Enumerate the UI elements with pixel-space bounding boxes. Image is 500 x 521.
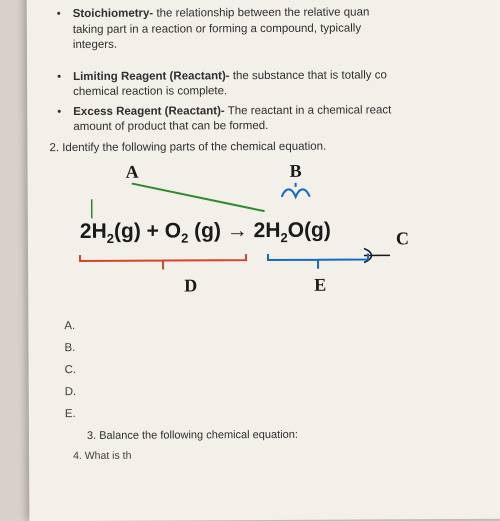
def-excess: • Excess Reagent (Reactant)- The reactan…	[57, 102, 497, 135]
stoich-line3: integers.	[73, 39, 117, 51]
equation-diagram: A B C D E 2H2(g) + O2 (g) → 2H2O(g)	[67, 158, 468, 310]
limiting-line2: chemical reaction is complete.	[73, 85, 227, 98]
stoich-line2: taking part in a reaction or forming a c…	[73, 22, 361, 36]
eq-p2: (g) + O	[114, 219, 181, 242]
limiting-text: the substance that is totally co	[230, 69, 387, 82]
term-limiting: Limiting Reagent (Reactant)-	[73, 70, 230, 83]
def-limiting: • Limiting Reagent (Reactant)- the subst…	[57, 67, 497, 100]
term-excess: Excess Reagent (Reactant)-	[73, 105, 225, 118]
bullet: •	[57, 105, 73, 136]
chemical-equation: 2H2(g) + O2 (g) → 2H2O(g)	[80, 218, 331, 246]
label-c: C	[396, 228, 409, 249]
excess-text: The reactant in a chemical react	[225, 104, 392, 117]
def-stoichiometry: • Stoichiometry- the relationship betwee…	[57, 5, 497, 54]
eq-p3: (g) → 2H	[188, 219, 280, 242]
answer-e: E.	[65, 405, 499, 419]
stoich-text: the relationship between the relative qu…	[153, 6, 369, 19]
bullet: •	[57, 70, 73, 101]
question-3: 3. Balance the following chemical equati…	[87, 427, 499, 441]
answer-a: A.	[64, 317, 498, 331]
eq-s3: 2	[280, 230, 287, 245]
answer-blanks: A. B. C. D. E.	[64, 317, 499, 419]
question-4: 4. What is th	[73, 447, 499, 461]
def-text: Limiting Reagent (Reactant)- the substan…	[73, 68, 387, 101]
label-d: D	[184, 275, 197, 296]
answer-c: C.	[65, 361, 499, 375]
bullet: •	[57, 7, 73, 54]
question-2: 2. Identify the following parts of the c…	[49, 139, 497, 153]
label-e: E	[314, 274, 326, 295]
answer-b: B.	[64, 339, 498, 353]
eq-p1: 2H	[80, 219, 107, 242]
eq-p4: O(g)	[288, 218, 331, 241]
excess-line2: amount of product that can be formed.	[73, 120, 268, 133]
term-stoich: Stoichiometry-	[73, 8, 154, 20]
label-a: A	[126, 161, 139, 182]
def-text: Stoichiometry- the relationship between …	[73, 5, 370, 53]
def-text: Excess Reagent (Reactant)- The reactant …	[73, 103, 391, 136]
answer-d: D.	[65, 383, 499, 397]
label-b: B	[290, 160, 302, 181]
worksheet-page: • Stoichiometry- the relationship betwee…	[27, 0, 500, 521]
